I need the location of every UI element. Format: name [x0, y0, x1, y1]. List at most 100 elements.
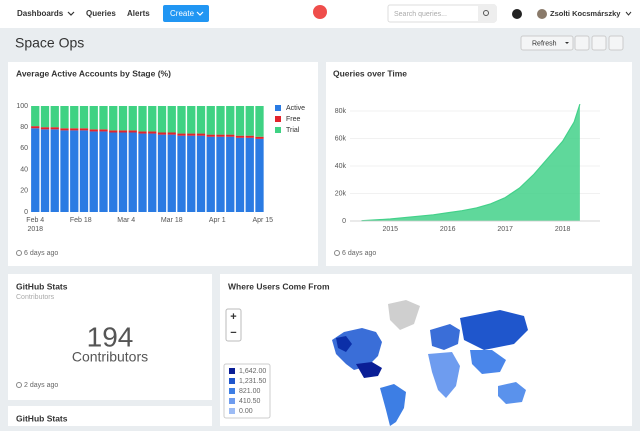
help-icon[interactable]: [512, 9, 522, 19]
legend-label: Free: [286, 116, 301, 123]
bar-segment: [79, 130, 89, 212]
map-region[interactable]: [428, 352, 460, 398]
bar-segment: [70, 128, 79, 131]
search-button[interactable]: [478, 5, 496, 22]
bar-segment: [216, 106, 225, 135]
bar-segment: [157, 132, 167, 135]
bar-segment: [99, 129, 108, 132]
map-region[interactable]: [380, 384, 406, 426]
nav-dashboards[interactable]: Dashboards: [17, 9, 64, 18]
share-button[interactable]: [591, 35, 607, 51]
y-tick-label: 60: [20, 145, 28, 152]
map-region[interactable]: [470, 350, 506, 374]
nav-alerts[interactable]: Alerts: [127, 9, 150, 18]
more-button[interactable]: [608, 35, 624, 51]
bar-segment: [138, 131, 147, 134]
bar-segment: [99, 131, 108, 212]
map-region[interactable]: [388, 300, 420, 330]
bar-segment: [40, 106, 50, 128]
logo[interactable]: [313, 5, 327, 19]
bar-segment: [99, 106, 108, 130]
fullscreen-button[interactable]: [574, 35, 590, 51]
bar-segment: [187, 133, 196, 136]
counter-value: 194: [87, 321, 134, 352]
bar-segment: [128, 130, 137, 133]
bar-segment: [31, 126, 40, 129]
zoom-in[interactable]: +: [230, 311, 236, 323]
bar-segment: [89, 106, 98, 130]
bar-segment: [206, 106, 215, 135]
widget-title: Average Active Accounts by Stage (%): [16, 68, 171, 78]
legend-label: 821.00: [239, 388, 261, 395]
avatar[interactable]: [537, 9, 547, 19]
widget-card: [8, 274, 212, 400]
bar-segment: [60, 106, 69, 129]
x-tick-label: 2016: [440, 226, 456, 233]
widget-title: Queries over Time: [333, 68, 407, 78]
bar-segment: [50, 106, 59, 128]
clock-icon: [334, 250, 340, 256]
bar-segment: [70, 130, 79, 212]
nav-queries[interactable]: Queries: [86, 9, 116, 18]
y-tick-label: 40k: [335, 163, 347, 170]
map-region[interactable]: [430, 324, 460, 350]
bar-segment: [216, 134, 225, 137]
user-name[interactable]: Zsolti Kocsmárszky: [550, 9, 621, 18]
map-region[interactable]: [498, 382, 526, 404]
area-line: [361, 103, 581, 222]
legend-swatch: [229, 398, 235, 404]
y-tick-label: 80k: [335, 108, 347, 115]
y-tick-label: 80: [20, 124, 28, 131]
bar-segment: [128, 106, 137, 131]
caret: [67, 11, 75, 16]
map-region[interactable]: [460, 310, 528, 350]
bar-segment: [245, 106, 254, 136]
refresh-label: Refresh: [532, 40, 557, 47]
bar-segment: [245, 135, 254, 138]
dashboard-title: Space Ops: [15, 35, 84, 51]
bar-segment: [235, 137, 245, 212]
bar-segment: [167, 134, 176, 212]
legend-swatch: [229, 368, 235, 374]
bar-segment: [157, 106, 167, 133]
bar-segment: [31, 106, 40, 127]
bar-segment: [70, 106, 79, 129]
legend-swatch: [275, 127, 281, 133]
bar-segment: [79, 106, 89, 129]
bar-segment: [109, 132, 118, 212]
bar-segment: [235, 135, 245, 138]
counter-label: Contributors: [72, 349, 148, 365]
y-tick-label: 100: [16, 103, 28, 110]
legend-label: Active: [286, 105, 305, 112]
bar-segment: [138, 106, 147, 132]
legend-swatch: [229, 408, 235, 414]
bar-segment: [177, 133, 186, 136]
refresh-button[interactable]: [520, 35, 574, 51]
create-button[interactable]: [163, 5, 209, 22]
bar-segment: [187, 135, 196, 212]
legend-swatch: [275, 105, 281, 111]
caret: [625, 11, 632, 16]
bar-segment: [196, 133, 206, 136]
bar-segment: [206, 136, 215, 212]
map-region[interactable]: [336, 336, 352, 352]
legend-label: 1,231.50: [239, 378, 266, 385]
legend-swatch: [229, 388, 235, 394]
bar-segment: [148, 131, 157, 134]
zoom-control: [225, 308, 242, 342]
bar-segment: [40, 129, 50, 212]
widget-title: GitHub Stats: [16, 413, 68, 423]
y-tick-label: 60k: [335, 135, 347, 142]
zoom-out[interactable]: −: [230, 327, 236, 339]
map-region[interactable]: [356, 362, 382, 378]
legend-label: Trial: [286, 127, 300, 134]
world-map: [332, 300, 528, 426]
bar-segment: [196, 135, 206, 212]
bar-segment: [79, 128, 89, 131]
x-tick-label: Mar 4: [117, 217, 135, 224]
widget-card: [326, 62, 632, 266]
bar-segment: [118, 132, 128, 212]
bar-segment: [109, 106, 118, 131]
widget-card: [220, 274, 632, 431]
